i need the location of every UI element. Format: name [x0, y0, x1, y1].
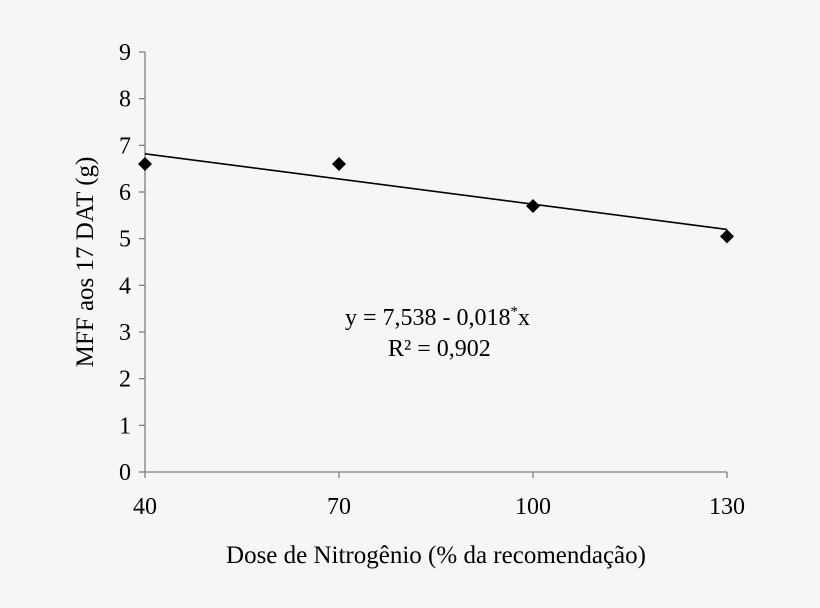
y-tick-label: 1 [119, 413, 131, 439]
equation-tail: x [518, 305, 530, 331]
data-point [332, 157, 346, 171]
y-tick-label: 0 [119, 460, 131, 486]
data-point [720, 229, 734, 244]
y-tick-label: 2 [119, 367, 131, 393]
data-point [526, 199, 540, 213]
y-tick-label: 8 [119, 87, 131, 113]
y-tick-label: 4 [119, 273, 131, 299]
y-tick-label: 7 [119, 133, 131, 159]
y-axis: 0 1 2 3 4 5 6 7 8 9 [119, 40, 146, 486]
y-tick-label: 9 [119, 40, 131, 66]
data-point [138, 157, 152, 171]
data-points [138, 157, 734, 244]
x-tick-label: 70 [327, 494, 351, 520]
equation-superscript: * [511, 304, 519, 320]
trendline [144, 153, 728, 231]
y-tick-label: 6 [119, 180, 131, 206]
y-tick-label: 3 [119, 320, 131, 346]
x-tick-label: 130 [709, 494, 745, 520]
y-tick-label: 5 [119, 227, 131, 253]
r-squared: R² = 0,902 [388, 336, 491, 362]
equation-main: y = 7,538 - 0,018 [345, 305, 511, 331]
x-axis-label: Dose de Nitrogênio (% da recomendação) [226, 542, 646, 569]
x-tick-label: 40 [133, 494, 157, 520]
regression-equation: y = 7,538 - 0,018*x [345, 304, 530, 331]
y-axis-label: MFF aos 17 DAT (g) [72, 157, 99, 368]
x-tick-label: 100 [515, 494, 551, 520]
x-axis: 40 70 100 130 [133, 471, 745, 520]
